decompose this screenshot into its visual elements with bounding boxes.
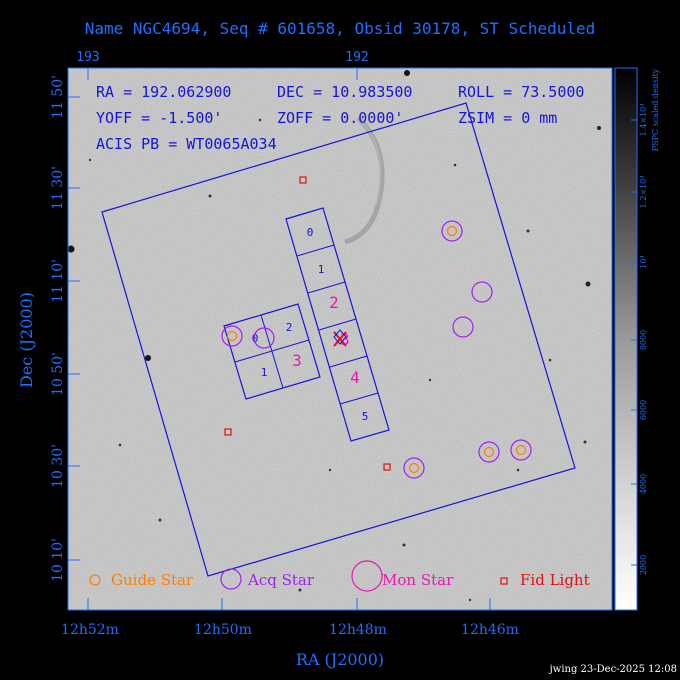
y-tick-label: 11 10' — [50, 259, 66, 303]
x-tick-label: 12h46m — [461, 622, 519, 638]
colorbar-title: PSPC scaled density — [651, 68, 660, 151]
footer-stamp: jwing 23-Dec-2025 12:08 — [549, 664, 677, 675]
guide-star — [446, 225, 458, 237]
y-tick-label: 10 30' — [50, 444, 66, 488]
legend-fid-label: Fid Light — [520, 571, 590, 589]
colorbar-tick: 6000 — [639, 400, 648, 420]
acq-star — [221, 325, 243, 347]
chip-label: 5 — [362, 410, 369, 423]
x-tick-label: 12h48m — [329, 622, 387, 638]
acq-star — [253, 327, 275, 349]
field-of-view — [101, 102, 576, 577]
colorbar-tick: 1.4×10⁴ — [639, 104, 648, 137]
x-tick-label: 12h50m — [194, 622, 252, 638]
y-tick-label: 10 10' — [50, 538, 66, 582]
y-tick-label: 10 50' — [50, 352, 66, 396]
fid-light — [299, 176, 307, 184]
info-zsim: ZSIM = 0 mm — [458, 109, 557, 127]
info-dec: DEC = 10.983500 — [277, 83, 412, 101]
info-zoff: ZOFF = 0.0000' — [277, 109, 403, 127]
colorbar-tick: 8000 — [639, 330, 648, 350]
axis-ticks — [68, 68, 491, 610]
plot-frame — [67, 67, 613, 611]
chip-label: 0 — [307, 226, 314, 239]
fid-light — [383, 463, 391, 471]
top-tick-label: 192 — [345, 50, 368, 65]
acis-i-array — [223, 303, 321, 400]
legend-fid-symbol — [500, 577, 508, 585]
chip-label: 1 — [318, 263, 325, 276]
chip-label: 0 — [252, 332, 259, 345]
colorbar-tick: 4000 — [639, 474, 648, 494]
aimpoint-diamond — [333, 329, 347, 345]
y-tick-label: 11 50' — [50, 75, 66, 119]
guide-star — [408, 462, 420, 474]
acis-s-array — [285, 207, 390, 442]
acq-star — [510, 439, 532, 461]
info-roll: ROLL = 73.5000 — [458, 83, 584, 101]
legend-acq-symbol — [220, 568, 242, 590]
legend-acq-label: Acq Star — [247, 571, 315, 589]
x-tick-label: 12h52m — [61, 622, 119, 638]
legend-guide-label: Guide Star — [111, 571, 194, 589]
top-tick-label: 193 — [76, 50, 99, 65]
colorbar: 2000 4000 6000 8000 10⁴ 1.2×10⁴ 1.4×10⁴ … — [614, 67, 660, 611]
fid-lights — [224, 176, 391, 471]
guide-star — [515, 444, 527, 456]
chip-label: 2 — [286, 321, 293, 334]
fid-light — [224, 428, 232, 436]
legend-mon-label: Mon Star — [382, 571, 454, 589]
colorbar-tick: 2000 — [639, 555, 648, 575]
colorbar-tick: 1.2×10⁴ — [639, 176, 648, 209]
info-yoff: YOFF = -1.500' — [96, 109, 222, 127]
info-acis: ACIS PB = WT0065A034 — [96, 135, 277, 153]
chip-label: 2 — [329, 293, 339, 312]
legend: Guide Star Acq Star Mon Star Fid Light — [89, 560, 590, 592]
acq-stars — [221, 220, 532, 479]
plot-title: Name NGC4694, Seq # 601658, Obsid 30178,… — [85, 19, 596, 38]
acq-star — [452, 316, 474, 338]
legend-mon-symbol — [351, 560, 383, 592]
acq-star — [441, 220, 463, 242]
chip-label: 1 — [261, 366, 268, 379]
x-axis-label: RA (J2000) — [296, 650, 384, 669]
acis-s-labels: 0 1 2 3 4 5 — [307, 226, 369, 423]
colorbar-tick: 10⁴ — [639, 255, 648, 268]
acq-star — [478, 441, 500, 463]
acq-star — [403, 457, 425, 479]
acis-i-labels: 0 2 1 3 — [252, 321, 302, 379]
info-ra: RA = 192.062900 — [96, 83, 231, 101]
y-tick-label: 11 30' — [50, 166, 66, 210]
acq-star — [471, 281, 493, 303]
chip-label: 4 — [350, 368, 360, 387]
legend-guide-symbol — [89, 574, 101, 586]
chip-label: 3 — [340, 330, 350, 349]
y-axis-label: Dec (J2000) — [17, 292, 36, 388]
chip-label: 3 — [292, 351, 302, 370]
guide-stars — [226, 225, 527, 474]
pointing-info: RA = 192.062900 DEC = 10.983500 ROLL = 7… — [96, 83, 584, 153]
guide-star — [226, 330, 238, 342]
guide-star — [483, 446, 495, 458]
